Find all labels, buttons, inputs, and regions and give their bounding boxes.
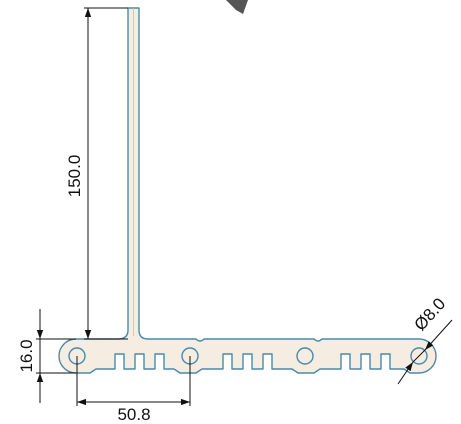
pitch-dimension: 50.8: [76, 356, 191, 424]
profile-outline: [58, 7, 437, 374]
height-dimension: 150.0: [65, 7, 128, 340]
thickness-dimension: 16.0: [17, 309, 76, 403]
hole-label: Ø8.0: [411, 294, 450, 334]
height-label: 150.0: [65, 155, 84, 198]
thickness-label: 16.0: [17, 339, 36, 372]
pitch-label: 50.8: [117, 405, 150, 424]
partial-shape-top: [226, 0, 248, 14]
hole-3: [296, 347, 314, 365]
profile-part: [58, 7, 437, 374]
